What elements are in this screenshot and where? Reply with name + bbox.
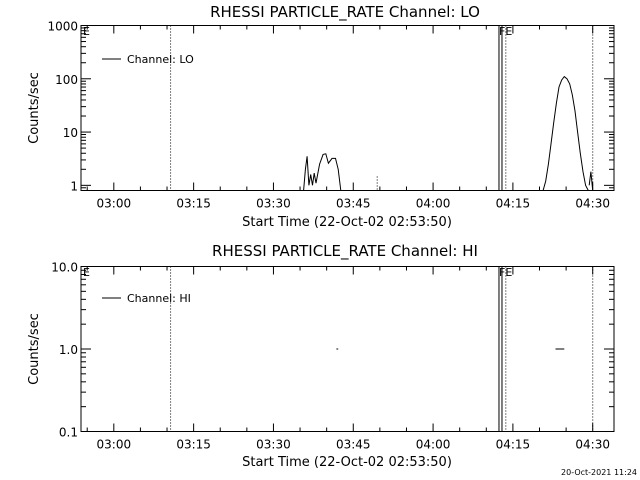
chart-title: RHESSI PARTICLE_RATE Channel: HI [212, 242, 478, 261]
corner-label-marker: FE [499, 266, 512, 279]
legend: Channel: HI [102, 292, 191, 305]
y-tick-label: 100 [55, 73, 78, 87]
y-tick-label: 1.0 [59, 343, 78, 357]
legend-label: Channel: LO [127, 53, 194, 66]
x-tick-label: 03:30 [256, 197, 291, 211]
x-axis-label: Start Time (22-Oct-02 02:53:50) [242, 215, 452, 230]
y-axis-label: Counts/sec [27, 72, 42, 144]
axis-ticks [81, 266, 614, 432]
series-line [542, 75, 589, 191]
series-lines [303, 75, 594, 191]
x-tick-labels: 03:00 03:15 03:30 03:45 04:00 04:15 04:30 [97, 438, 610, 452]
x-tick-label: 03:15 [176, 438, 211, 452]
chart-title: RHESSI PARTICLE_RATE Channel: LO [210, 3, 480, 22]
legend: Channel: LO [102, 53, 194, 66]
y-tick-label: 10.0 [51, 261, 78, 275]
x-tick-label: 04:00 [416, 197, 451, 211]
x-tick-label: 03:15 [176, 197, 211, 211]
x-tick-label: 03:00 [97, 197, 132, 211]
x-tick-label: 04:30 [575, 197, 610, 211]
x-tick-label: 03:30 [256, 438, 291, 452]
y-tick-label: 1000 [47, 20, 78, 34]
panel-lo: RHESSI PARTICLE_RATE Channel: LO 03:00 03… [27, 3, 615, 230]
corner-label-marker: FE [499, 25, 512, 38]
y-tick-labels: 0.1 1.0 10.0 [51, 261, 78, 440]
x-axis-label: Start Time (22-Oct-02 02:53:50) [242, 455, 452, 470]
series-line [303, 153, 342, 191]
x-tick-label: 04:15 [496, 197, 531, 211]
footer-timestamp: 20-Oct-2021 11:24 [561, 468, 637, 477]
y-tick-label: 10 [63, 126, 78, 140]
legend-label: Channel: HI [127, 292, 191, 305]
corner-label-left: E [83, 25, 90, 38]
plot-frame [80, 25, 615, 191]
x-tick-label: 04:30 [575, 438, 610, 452]
marker-lines [170, 266, 594, 432]
x-tick-labels: 03:00 03:15 03:30 03:45 04:00 04:15 04:30 [97, 197, 610, 211]
x-tick-label: 04:00 [416, 438, 451, 452]
x-tick-label: 03:45 [336, 197, 371, 211]
panel-hi: RHESSI PARTICLE_RATE Channel: HI 03:00 03… [27, 242, 615, 470]
x-tick-label: 04:15 [496, 438, 531, 452]
y-tick-labels: 1 10 100 1000 [47, 20, 78, 194]
marker-lines [170, 25, 594, 191]
corner-label-left: E [83, 266, 90, 279]
series-line [588, 171, 594, 191]
y-tick-label: 0.1 [59, 426, 78, 440]
x-tick-label: 03:45 [336, 438, 371, 452]
y-axis-label: Counts/sec [27, 313, 42, 385]
axis-ticks [81, 25, 614, 191]
x-tick-label: 03:00 [97, 438, 132, 452]
y-tick-label: 1 [70, 179, 78, 193]
